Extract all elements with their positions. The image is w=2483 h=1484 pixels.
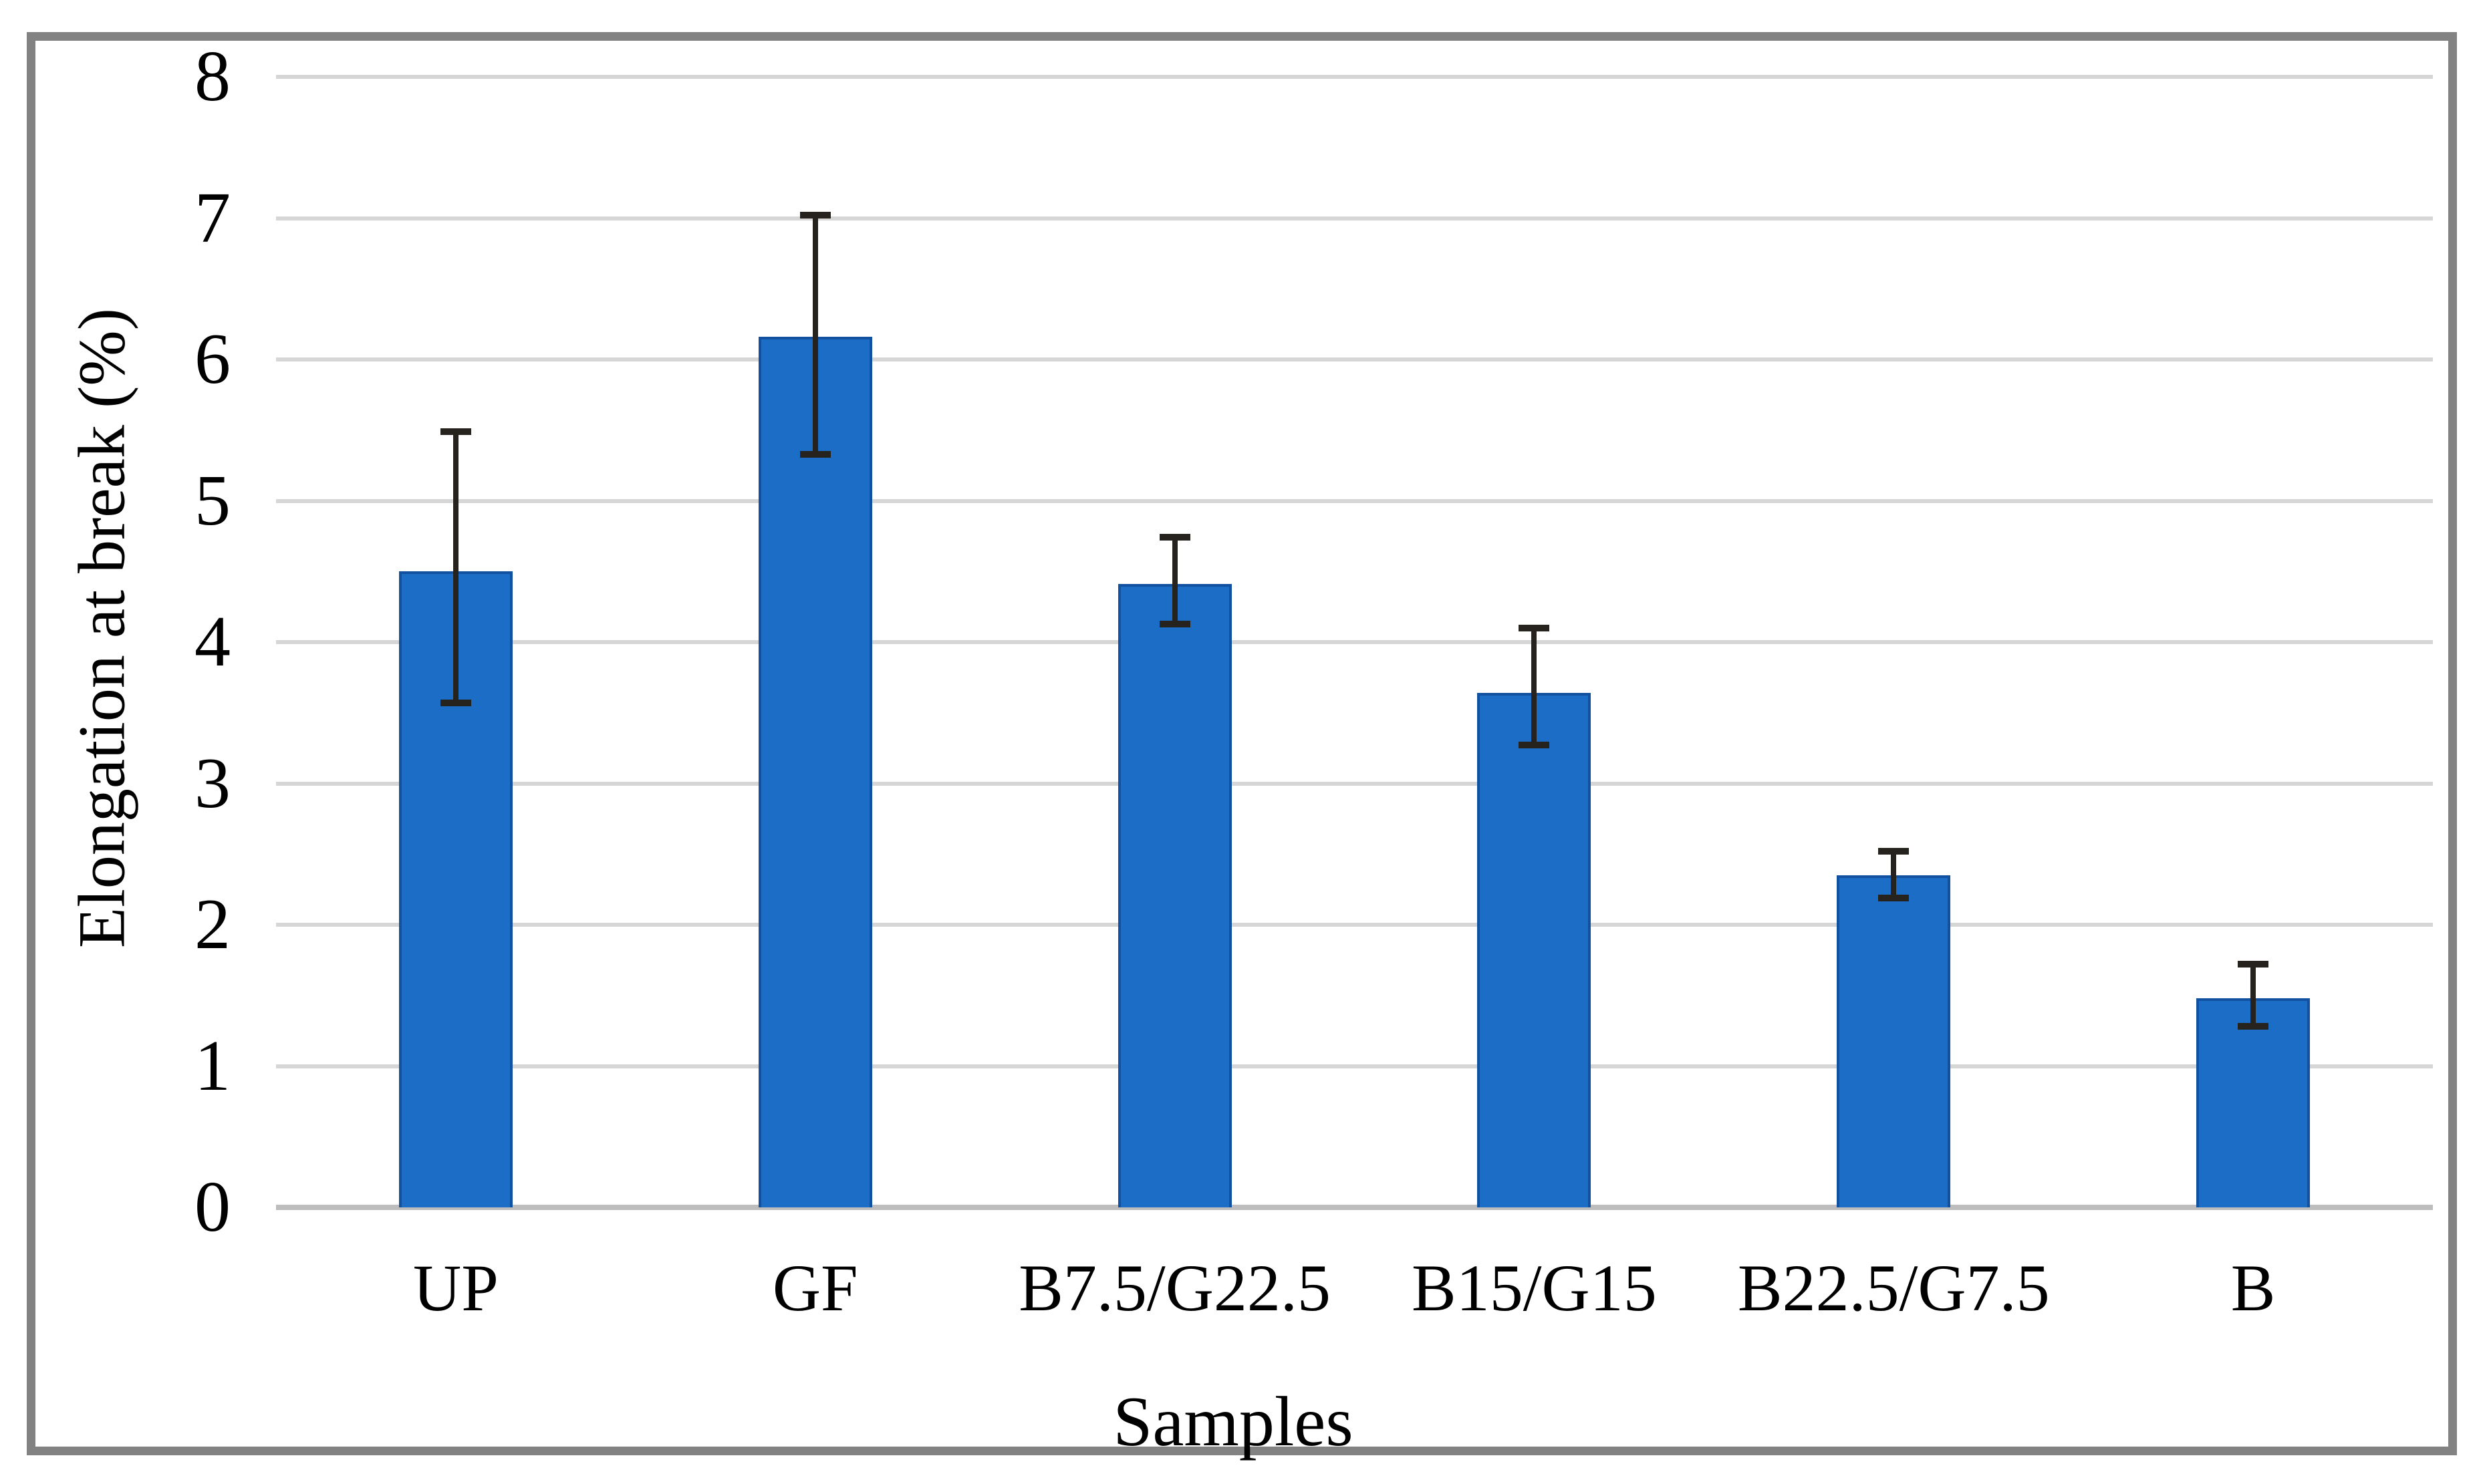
x-category-label-GF: GF: [772, 1251, 858, 1325]
error-bar-cap-bottom: [1878, 894, 1910, 901]
error-bar-stem: [812, 215, 818, 454]
gridline-y-3: [276, 781, 2433, 786]
x-category-label-B15/G15: B15/G15: [1412, 1251, 1657, 1325]
gridline-y-2: [276, 923, 2433, 927]
y-tick-label-8: 8: [194, 37, 231, 116]
x-axis-line: [276, 1205, 2433, 1210]
x-axis-title: Samples: [1113, 1382, 1353, 1461]
y-tick-label-2: 2: [194, 885, 231, 964]
y-axis-title: Elongation at break (%): [64, 308, 139, 948]
x-category-label-B7.5/G22.5: B7.5/G22.5: [1019, 1251, 1331, 1325]
y-tick-label-1: 1: [194, 1026, 231, 1106]
y-tick-label-4: 4: [194, 602, 231, 682]
bar-B7.5/G22.5: [1118, 584, 1232, 1207]
gridline-y-4: [276, 640, 2433, 644]
error-bar-cap-top: [1519, 624, 1550, 631]
error-bar-cap-bottom: [2238, 1023, 2269, 1030]
error-bar-stem: [1172, 537, 1178, 624]
y-tick-label-5: 5: [194, 460, 231, 541]
bar-B: [2196, 998, 2311, 1207]
y-tick-label-3: 3: [194, 743, 231, 823]
y-tick-label-0: 0: [194, 1167, 231, 1247]
error-bar-cap-top: [1878, 848, 1910, 855]
bar-GF: [758, 337, 872, 1207]
y-tick-label-6: 6: [194, 319, 231, 399]
error-bar-cap-bottom: [1519, 742, 1550, 749]
gridline-y-6: [276, 357, 2433, 361]
error-bar-stem: [1891, 851, 1897, 898]
error-bar-stem: [452, 431, 459, 703]
gridline-y-1: [276, 1064, 2433, 1068]
error-bar-cap-top: [440, 428, 471, 435]
error-bar-cap-bottom: [440, 699, 471, 706]
y-tick-label-7: 7: [194, 178, 231, 258]
error-bar-cap-top: [1159, 534, 1190, 541]
bar-B15/G15: [1477, 693, 1591, 1207]
gridline-y-5: [276, 498, 2433, 503]
error-bar-cap-top: [2238, 961, 2269, 968]
error-bar-stem: [2250, 964, 2256, 1027]
bar-B22.5/G7.5: [1837, 875, 1951, 1207]
gridline-y-8: [276, 75, 2433, 79]
error-bar-cap-top: [799, 212, 831, 219]
error-bar-cap-bottom: [1159, 620, 1190, 627]
gridline-y-7: [276, 216, 2433, 220]
error-bar-stem: [1531, 627, 1537, 746]
x-category-label-B: B: [2230, 1251, 2276, 1325]
x-category-label-UP: UP: [412, 1251, 499, 1325]
error-bar-cap-bottom: [799, 450, 831, 458]
x-category-label-B22.5/G7.5: B22.5/G7.5: [1737, 1251, 2050, 1325]
